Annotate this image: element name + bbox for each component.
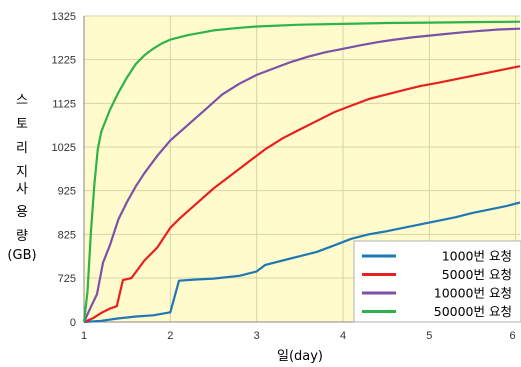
legend-label-3: 10000번 요청 [434,286,512,301]
y-tick-label: 1325 [52,11,76,23]
x-tick-label: 5 [426,330,432,342]
legend-box [353,240,521,323]
series-line-2 [83,65,521,324]
y-axis-label-part: (GB) [7,248,36,263]
x-tick-label: 4 [340,330,346,342]
y-tick-label: 725 [58,273,76,285]
y-tick-label: 1025 [52,142,76,154]
y-tick-label: 1225 [52,55,76,67]
series-line-3 [82,27,521,323]
legend-label-4: 50000번 요청 [434,304,512,319]
y-tick-label: 0 [70,317,76,329]
series-line-1 [83,201,521,324]
series-lines [82,20,521,324]
y-tick-label: 825 [58,229,76,241]
x-tick-label: 2 [167,330,173,342]
x-axis-label: 일(day) [277,349,323,364]
y-axis-label-part: 량 [16,229,28,244]
y-axis-label-part: 리 [16,141,28,156]
x-tick-label: 1 [81,330,87,342]
legend-label-2: 5000번 요청 [442,267,512,282]
tick-labels: 0 725 825 925 1025 1125 1225 1325 1 2 3 4 5 6 [52,11,516,342]
legend: 1000번 요청 5000번 요청 10000번 요청 50000번 요청 [353,240,521,323]
x-tick-label: 6 [510,330,516,342]
y-axis-label-part: 지 [16,165,28,180]
y-axis-label-part: 용 [16,205,28,220]
y-axis-label-part: 스 [16,93,28,108]
y-axis-label-part: 토 [16,117,28,132]
y-tick-label: 1125 [52,98,76,110]
y-axis-label-part: 사 [16,182,28,197]
series-line-4 [82,20,521,323]
legend-label-1: 1000번 요청 [442,249,512,264]
x-tick-label: 3 [254,330,260,342]
y-tick-label: 925 [58,186,76,198]
